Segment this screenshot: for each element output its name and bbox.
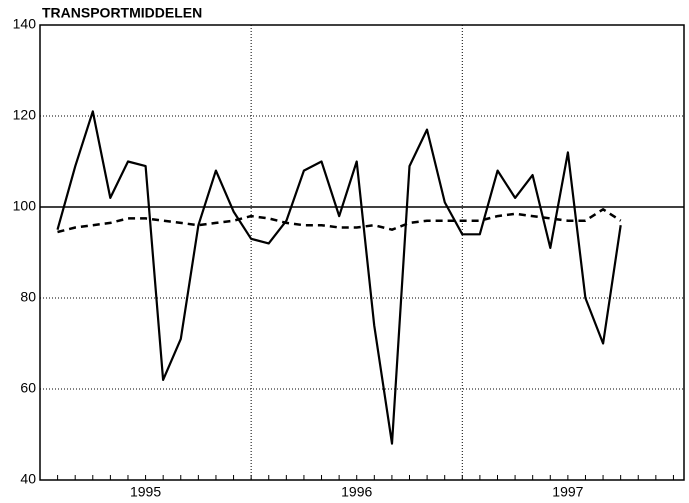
x-tick-label: 1995	[130, 484, 161, 500]
x-tick-label: 1997	[552, 484, 583, 500]
y-tick-label: 40	[20, 471, 36, 487]
y-tick-label: 120	[13, 107, 37, 123]
chart-title: TRANSPORTMIDDELEN	[42, 5, 202, 21]
series-line	[56, 110, 622, 445]
y-tick-label: 140	[13, 16, 37, 32]
x-tick-label: 1996	[341, 484, 372, 500]
y-tick-label: 100	[13, 198, 37, 214]
plot-frame	[39, 24, 685, 481]
y-tick-label: 80	[20, 289, 36, 305]
y-tick-label: 60	[20, 380, 36, 396]
